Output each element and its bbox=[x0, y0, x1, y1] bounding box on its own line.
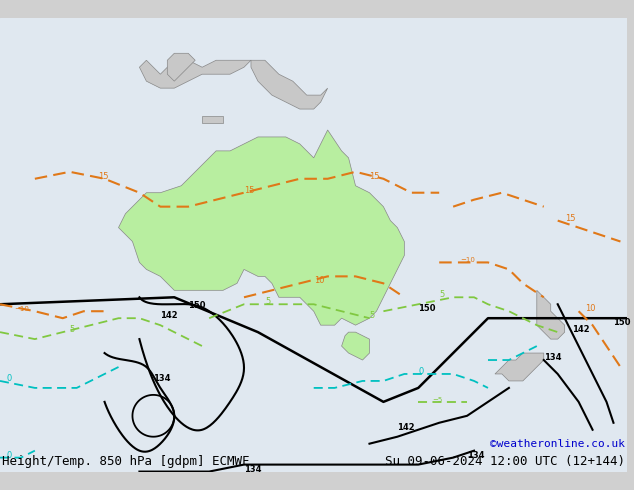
Polygon shape bbox=[495, 353, 544, 381]
Polygon shape bbox=[139, 60, 251, 88]
Text: 15: 15 bbox=[244, 186, 254, 195]
Text: −5: −5 bbox=[432, 397, 443, 403]
Polygon shape bbox=[537, 290, 565, 339]
Text: 15: 15 bbox=[98, 172, 108, 181]
Text: −10: −10 bbox=[460, 257, 475, 264]
Text: Height/Temp. 850 hPa [gdpm] ECMWF: Height/Temp. 850 hPa [gdpm] ECMWF bbox=[2, 455, 250, 467]
Text: 134: 134 bbox=[244, 465, 261, 473]
Polygon shape bbox=[119, 130, 404, 325]
Text: 10: 10 bbox=[314, 276, 324, 285]
Text: 5: 5 bbox=[439, 290, 444, 299]
Text: 10: 10 bbox=[586, 304, 596, 313]
Text: 150: 150 bbox=[188, 301, 205, 310]
Text: ©weatheronline.co.uk: ©weatheronline.co.uk bbox=[490, 439, 625, 449]
Text: Su 09-06-2024 12:00 UTC (12+144): Su 09-06-2024 12:00 UTC (12+144) bbox=[385, 455, 625, 467]
Polygon shape bbox=[342, 332, 370, 360]
Text: 5: 5 bbox=[70, 325, 75, 334]
Text: 0: 0 bbox=[7, 374, 12, 383]
Text: 134: 134 bbox=[153, 374, 171, 383]
Polygon shape bbox=[251, 60, 328, 109]
Text: −10: −10 bbox=[14, 306, 29, 312]
Text: 5: 5 bbox=[370, 311, 375, 320]
Text: 0: 0 bbox=[7, 451, 12, 460]
Text: 142: 142 bbox=[398, 423, 415, 432]
Text: 142: 142 bbox=[572, 325, 589, 334]
Text: 150: 150 bbox=[614, 318, 631, 327]
Polygon shape bbox=[202, 116, 223, 123]
Text: 5: 5 bbox=[265, 297, 270, 306]
Text: 15: 15 bbox=[565, 214, 575, 222]
Text: 134: 134 bbox=[467, 451, 484, 460]
Text: 142: 142 bbox=[160, 311, 178, 320]
Text: 134: 134 bbox=[544, 353, 561, 362]
Text: 150: 150 bbox=[418, 304, 436, 313]
Polygon shape bbox=[167, 53, 195, 81]
Text: 15: 15 bbox=[370, 172, 380, 181]
Text: 0: 0 bbox=[418, 367, 424, 376]
